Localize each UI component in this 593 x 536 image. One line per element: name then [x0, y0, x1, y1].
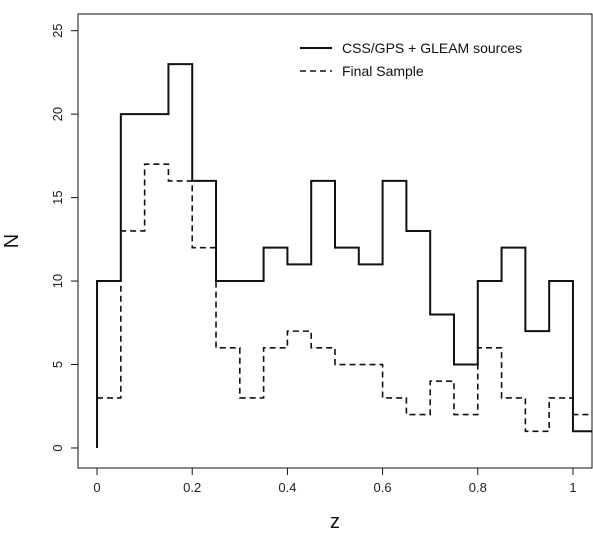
series-step-line-2 — [97, 163, 592, 433]
x-axis-title: z — [330, 511, 340, 533]
y-tick-label: 5 — [50, 361, 65, 368]
y-axis: 0 5 10 15 20 25 — [50, 23, 78, 452]
y-tick-label: 20 — [50, 107, 65, 121]
x-tick-label: 1 — [569, 480, 576, 495]
legend-entry-label: Final Sample — [342, 63, 424, 79]
y-tick-label: 25 — [50, 23, 65, 37]
x-tick-label: 0 — [93, 480, 100, 495]
legend: CSS/GPS + GLEAM sources Final Sample — [300, 40, 522, 79]
y-axis-title: N — [1, 234, 23, 248]
x-tick-label: 0.2 — [183, 480, 201, 495]
x-axis: 0 0.2 0.4 0.6 0.8 1 — [93, 468, 577, 495]
x-tick-label: 0.8 — [469, 480, 487, 495]
legend-entry-label: CSS/GPS + GLEAM sources — [342, 40, 522, 56]
x-tick-label: 0.6 — [374, 480, 392, 495]
plot-frame — [77, 13, 593, 469]
y-tick-label: 0 — [50, 444, 65, 451]
y-tick-label: 15 — [50, 190, 65, 204]
x-tick-label: 0.4 — [278, 480, 296, 495]
series-layer — [96, 63, 592, 448]
series-step-line-1 — [96, 63, 592, 448]
y-tick-label: 10 — [50, 274, 65, 288]
